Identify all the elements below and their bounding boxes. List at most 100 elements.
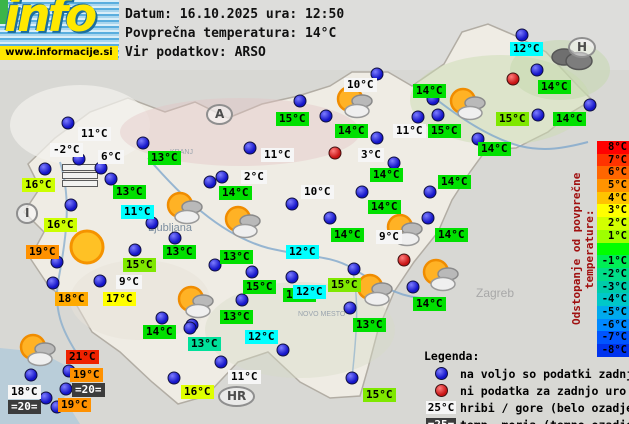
station-temp-label: 3°C: [358, 148, 384, 162]
scale-entry: 5°C: [597, 179, 629, 192]
country-marker-h: H: [568, 37, 597, 58]
weather-icon-partly: [218, 204, 270, 246]
station-temp-label: 18°C: [8, 385, 41, 399]
scale-entry: -6°C: [597, 318, 629, 332]
station-dot-blue: [136, 136, 150, 150]
station-temp-label: 12°C: [286, 245, 319, 259]
station-dot-blue: [530, 63, 544, 77]
station-dot-blue: [345, 371, 359, 385]
station-dot-blue: [276, 343, 290, 357]
station-temp-label: 16°C: [44, 218, 77, 232]
station-temp-label: 11°C: [78, 127, 111, 141]
station-temp-label: 13°C: [148, 151, 181, 165]
station-dot-blue: [323, 211, 337, 225]
legend-item: na voljo so podatki zadnje ure: [424, 365, 629, 382]
city-label: NOVO MESTO: [298, 311, 346, 318]
legend-item: ni podatka za zadnjo uro: [424, 382, 629, 399]
station-dot-blue: [293, 94, 307, 108]
logo-link[interactable]: info www.informacije.si: [0, 0, 119, 60]
station-dot-blue: [38, 162, 52, 176]
legend-item-text: hribi / gore (belo ozadje): [460, 400, 629, 415]
station-temp-label: 13°C: [220, 250, 253, 264]
station-dot-blue: [423, 185, 437, 199]
logo-green-accent: [0, 0, 8, 24]
station-dot-blue: [208, 258, 222, 272]
scale-entry: 8°C: [597, 141, 629, 154]
station-temp-label: 14°C: [435, 228, 468, 242]
scale-entry: -7°C: [597, 331, 629, 344]
station-dot-blue: [64, 198, 78, 212]
station-dot-blue: [215, 170, 229, 184]
scale-entry: 4°C: [597, 191, 629, 205]
scale-entry: [597, 242, 629, 256]
legend-item-text: na voljo so podatki zadnje ure: [460, 366, 629, 381]
weather-icon-sunny: [64, 226, 110, 272]
station-temp-label: 14°C: [478, 142, 511, 156]
station-dot-blue: [370, 131, 384, 145]
station-temp-label: 14°C: [553, 112, 586, 126]
scale-entry: -1°C: [597, 255, 629, 268]
station-temp-label: 9°C: [116, 275, 142, 289]
scale-entry: -4°C: [597, 293, 629, 306]
weather-icon-partly: [13, 332, 65, 374]
station-dot-blue: [203, 175, 217, 189]
station-temp-label: 16°C: [22, 178, 55, 192]
legend-white-box-sample: 25°C: [425, 401, 457, 414]
station-dot-blue: [61, 116, 75, 130]
country-marker-hr: HR: [218, 386, 256, 407]
scale-entry: -5°C: [597, 305, 629, 319]
station-temp-label: =20=: [8, 400, 41, 414]
header-source-line: Vir podatkov: ARSO: [125, 45, 266, 60]
station-temp-label: 15°C: [123, 258, 156, 272]
station-dot-blue: [515, 28, 529, 42]
station-temp-label: =20=: [72, 383, 105, 397]
station-dot-blue: [431, 108, 445, 122]
scale-entry: -8°C: [597, 344, 629, 357]
station-temp-label: 14°C: [538, 80, 571, 94]
scale-entry: -3°C: [597, 280, 629, 294]
station-temp-label: 17°C: [103, 292, 136, 306]
station-dot-blue: [128, 243, 142, 257]
legend-title: Legenda:: [424, 349, 480, 363]
station-dot-blue: [104, 172, 118, 186]
weather-icon-partly: [380, 212, 432, 254]
station-temp-label: 11°C: [228, 370, 261, 384]
station-temp-label: 15°C: [496, 112, 529, 126]
station-dot-blue: [46, 276, 60, 290]
station-temp-label: 16°C: [181, 385, 214, 399]
station-dot-blue: [59, 382, 73, 396]
scale-entry: 6°C: [597, 166, 629, 180]
station-dot-blue: [24, 368, 38, 382]
station-dot-blue: [93, 274, 107, 288]
city-label: Zagreb: [476, 286, 515, 300]
station-temp-label: 14°C: [143, 325, 176, 339]
station-temp-label: 11°C: [261, 148, 294, 162]
header-info: Datum: 16.10.2025 ura: 12:50 Povprečna t…: [125, 5, 344, 62]
station-dot-blue: [168, 231, 182, 245]
station-dot-red: [328, 146, 342, 160]
station-temp-label: 11°C: [121, 205, 154, 219]
station-temp-label: -2°C: [50, 143, 83, 157]
city-label: Ljubljana: [148, 222, 193, 234]
scale-entry: 7°C: [597, 153, 629, 167]
legend-item-text: ni podatka za zadnjo uro: [460, 383, 627, 398]
station-temp-label: 12°C: [293, 285, 326, 299]
station-dot-blue: [319, 109, 333, 123]
weather-icon-partly: [160, 190, 212, 232]
station-temp-label: 10°C: [301, 185, 334, 199]
legend-item-text: temp. morja (temno ozadje): [460, 418, 629, 424]
station-temp-label: 11°C: [393, 124, 426, 138]
station-temp-label: 19°C: [58, 398, 91, 412]
station-temp-label: 15°C: [328, 278, 361, 292]
station-dot-blue: [285, 197, 299, 211]
station-dot-blue: [243, 141, 257, 155]
legend-red-dot-icon: [424, 384, 458, 397]
legend-item: 25°C hribi / gore (belo ozadje): [424, 399, 629, 416]
legend-blue-dot-icon: [424, 367, 458, 380]
station-temp-label: 15°C: [243, 280, 276, 294]
station-temp-label: 18°C: [55, 292, 88, 306]
station-temp-label: 13°C: [188, 337, 221, 351]
scale-entry: 1°C: [597, 229, 629, 243]
station-temp-label: 2°C: [241, 170, 267, 184]
